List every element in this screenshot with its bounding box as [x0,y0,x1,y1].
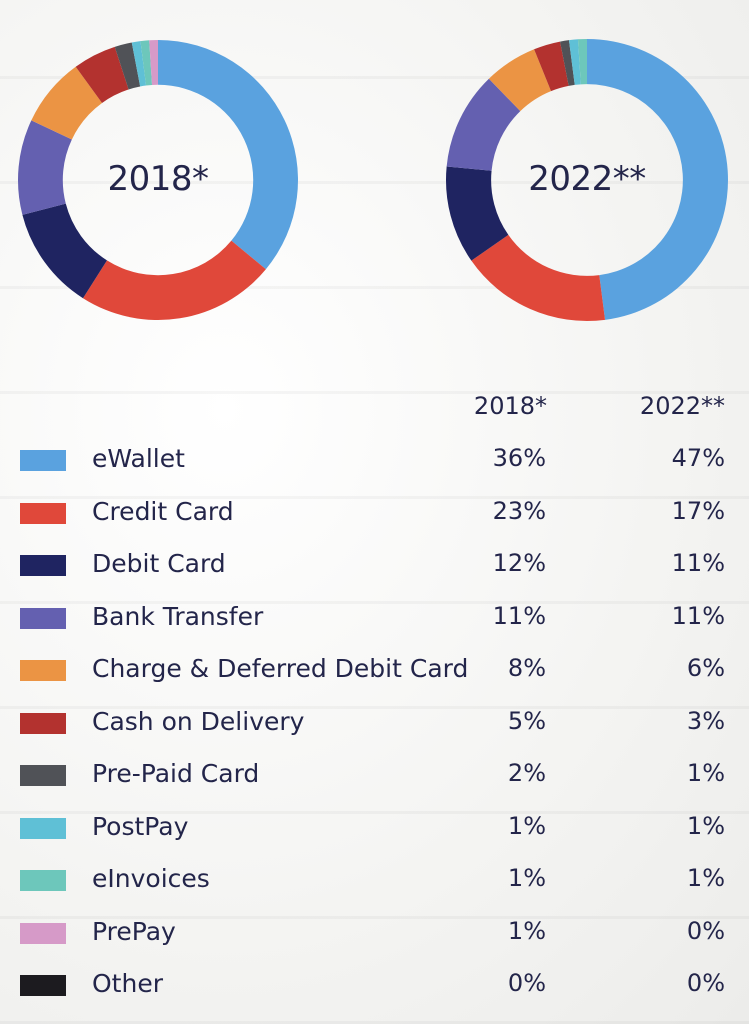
legend-row: Charge & Deferred Debit Card 8% 6% [0,654,749,694]
legend-value-2018: 11% [492,601,546,630]
donut-slice-bank-transfer [17,120,72,215]
legend-col-2022: 2022** [639,392,725,420]
legend-value-2022: 0% [686,969,725,997]
legend-row: Bank Transfer 11% 11% [0,602,749,642]
legend-row: Other 0% 0% [0,969,749,1009]
donut-chart-2018: 2018* [17,37,298,323]
legend-swatch [20,817,66,839]
legend-row: Pre-Paid Card 2% 1% [0,759,749,799]
legend-swatch [20,765,66,786]
legend-label: Cash on Delivery [92,706,305,736]
legend-label: Debit Card [92,549,226,578]
legend-swatch [20,555,66,576]
donut-charts: 2018* 2022** [0,0,749,340]
legend-swatch [20,712,66,734]
legend-row: Cash on Delivery 5% 3% [0,707,749,747]
legend-value-2022: 1% [686,864,725,892]
legend-label: Pre-Paid Card [92,759,260,788]
donut-slice-prepay [149,40,158,85]
donut-slice-charge-deferred-debit-card [31,66,103,140]
donut-slice-credit-card [471,234,606,321]
legend-value-2018: 23% [492,496,546,525]
legend-row: eInvoices 1% 1% [0,864,749,904]
donut-slice-credit-card [82,240,266,320]
donut-chart-2022: 2022** [446,37,729,323]
legend-label: Other [92,969,163,998]
donut-slice-cash-on-delivery [75,46,129,103]
legend-row: Debit Card 12% 11% [0,549,749,589]
donut-slice-pre-paid-card [560,40,575,86]
legend-value-2022: 6% [686,654,725,682]
legend-value-2018: 2% [507,759,546,787]
legend-swatch [20,607,66,629]
legend-value-2022: 11% [671,549,725,577]
legend-swatch [20,450,66,471]
legend-value-2022: 0% [686,916,725,945]
donut-slice-postpay [131,41,147,87]
legend-label: Bank Transfer [92,601,264,631]
donut-slice-einvoices [577,39,587,85]
legend-swatch [20,975,66,996]
donut-2018-svg [17,40,298,320]
legend-value-2018: 36% [492,444,546,472]
donut-slice-debit-card [22,203,107,299]
donut-slice-postpay [568,39,581,85]
donut-2022-center-label: 2022** [528,159,646,199]
legend-value-2022: 17% [671,496,725,525]
legend-label: eWallet [92,444,185,473]
legend-value-2018: 8% [507,654,546,682]
legend-value-2022: 47% [671,444,725,472]
donut-2018-center-label: 2018* [107,159,209,199]
legend-row: PostPay 1% 1% [0,812,749,852]
legend-swatch [20,922,66,944]
legend-label: eInvoices [92,864,210,893]
donut-slice-ewallet [587,39,729,320]
legend-swatch [20,502,66,524]
legend-value-2018: 5% [507,706,546,735]
legend-label: PostPay [92,811,189,841]
legend-label: Charge & Deferred Debit Card [92,654,469,683]
donut-2022-svg [446,39,729,321]
legend-header: 2018* 2022** [0,392,749,432]
legend-row: Credit Card 23% 17% [0,497,749,537]
donut-slice-pre-paid-card [114,42,141,90]
legend-swatch [20,870,66,891]
legend-value-2018: 1% [507,864,546,892]
legend-value-2018: 12% [492,549,546,577]
legend-value-2022: 1% [686,759,725,787]
donut-slice-einvoices [140,40,153,86]
donut-slice-debit-card [446,166,509,261]
legend-label: Credit Card [92,496,234,526]
legend-row: eWallet 36% 47% [0,444,749,484]
donut-slice-charge-deferred-debit-card [488,49,552,112]
donut-slice-cash-on-delivery [534,41,569,92]
legend-col-2018: 2018* [473,392,547,420]
donut-slice-ewallet [158,40,298,270]
legend-value-2018: 0% [507,969,546,997]
legend-value-2018: 1% [507,916,546,945]
legend-value-2022: 1% [686,811,725,840]
legend-value-2018: 1% [507,811,546,840]
legend-swatch [20,660,66,681]
donut-slice-bank-transfer [446,78,521,171]
legend-value-2022: 3% [686,706,725,735]
legend-value-2022: 11% [671,601,725,630]
legend-row: PrePay 1% 0% [0,917,749,957]
legend-label: PrePay [92,916,176,946]
